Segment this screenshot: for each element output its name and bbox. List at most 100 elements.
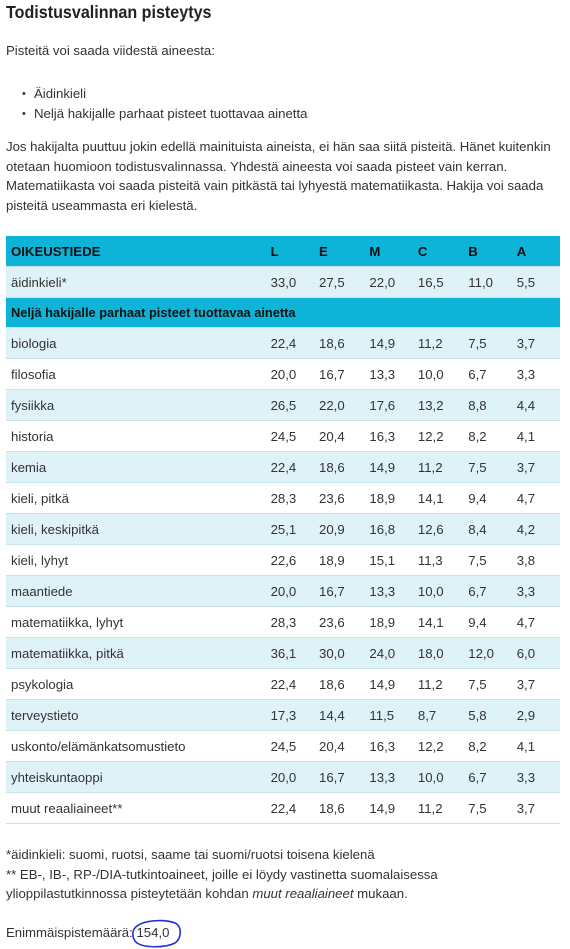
- table-cell: 11,5: [364, 699, 413, 731]
- table-cell: 16,7: [314, 358, 365, 390]
- table-cell: 16,7: [314, 575, 365, 607]
- table-cell-subject: maantiede: [6, 575, 266, 607]
- table-cell: 18,0: [412, 637, 464, 669]
- table-row: fysiikka 26,5 22,0 17,6 13,2 8,8 4,4: [6, 389, 560, 421]
- table-cell: 22,4: [265, 792, 315, 824]
- table-cell: 18,6: [314, 451, 365, 483]
- table-cell: 22,0: [364, 266, 413, 298]
- table-cell: 8,8: [463, 389, 512, 421]
- footnote-text: ** EB-, IB-, RP-/DIA-tutkintoaineet, joi…: [6, 866, 438, 902]
- table-cell: 13,3: [364, 358, 413, 390]
- table-cell-subject: biologia: [6, 327, 266, 359]
- table-cell: 3,7: [511, 668, 560, 700]
- table-cell: 11,2: [412, 327, 464, 359]
- table-row: kieli, keskipitkä 25,1 20,9 16,8 12,6 8,4 4,2: [6, 513, 560, 545]
- table-cell: 8,7: [412, 699, 464, 731]
- table-cell: 11,2: [412, 451, 464, 483]
- table-cell: 11,0: [463, 266, 512, 298]
- table-cell: 26,5: [265, 389, 315, 421]
- table-cell-subject: fysiikka: [6, 389, 266, 421]
- table-cell: 5,8: [463, 699, 512, 731]
- table-cell: 14,1: [412, 482, 464, 514]
- table-cell: 14,9: [364, 668, 413, 700]
- table-cell: 3,8: [511, 544, 560, 576]
- table-cell: 6,7: [463, 761, 512, 793]
- header-cell-grade: A: [511, 236, 560, 267]
- table-cell: 18,6: [314, 668, 365, 700]
- table-row: kieli, pitkä 28,3 23,6 18,9 14,1 9,4 4,7: [6, 482, 560, 514]
- table-cell: 9,4: [463, 606, 512, 638]
- table-row: yhteiskuntaoppi 20,0 16,7 13,3 10,0 6,7 3,3: [6, 761, 560, 793]
- explanation-text: Jos hakijalta puuttuu jokin edellä maini…: [6, 139, 551, 213]
- table-cell-subject: psykologia: [6, 668, 266, 700]
- table-row: matematiikka, pitkä 36,1 30,0 24,0 18,0 12,0 6…: [6, 637, 560, 669]
- table-cell: 4,1: [511, 730, 560, 762]
- table-row: biologia 22,4 18,6 14,9 11,2 7,5 3,7: [6, 327, 560, 359]
- table-row: psykologia 22,4 18,6 14,9 11,2 7,5 3,7: [6, 668, 560, 700]
- table-section-label: Neljä hakijalle parhaat pisteet tuottava…: [6, 297, 560, 328]
- max-points-value: 154,0: [136, 925, 170, 940]
- table-cell: 22,4: [265, 668, 315, 700]
- max-points-value-wrapper: 154,0: [132, 919, 182, 948]
- table-cell: 7,5: [463, 327, 512, 359]
- table-cell: 22,4: [265, 327, 315, 359]
- table-cell: 12,2: [412, 420, 464, 452]
- table-cell: 23,6: [314, 482, 365, 514]
- table-cell: 16,3: [364, 420, 413, 452]
- table-cell: 3,3: [511, 761, 560, 793]
- table-cell: 25,1: [265, 513, 315, 545]
- table-row-mother-tongue: äidinkieli* 33,0 27,5 22,0 16,5 11,0 5,5: [6, 266, 560, 298]
- table-cell: 28,3: [265, 482, 315, 514]
- max-points-label: Enimmäispistemäärä:: [6, 925, 137, 940]
- table-cell: 11,2: [412, 792, 464, 824]
- table-cell: 20,0: [265, 358, 315, 390]
- table-cell: 6,7: [463, 358, 512, 390]
- table-cell: 18,9: [364, 482, 413, 514]
- footnote-emphasis: muut reaaliaineet: [252, 886, 354, 901]
- table-cell: 36,1: [265, 637, 315, 669]
- table-cell: 3,7: [511, 792, 560, 824]
- table-cell: 10,0: [412, 761, 464, 793]
- table-row: uskonto/elämänkatsomustieto 24,5 20,4 16,3 1…: [6, 730, 560, 762]
- header-cell-grade: C: [412, 236, 464, 267]
- table-cell: 5,5: [511, 266, 560, 298]
- table-row: terveystieto 17,3 14,4 11,5 8,7 5,8 2,9: [6, 699, 560, 731]
- table-cell: 24,5: [265, 420, 315, 452]
- table-cell: 23,6: [314, 606, 365, 638]
- header-cell-grade: B: [463, 236, 512, 267]
- table-cell: 22,4: [265, 451, 315, 483]
- table-cell-subject: filosofia: [6, 358, 266, 390]
- table-cell: 24,0: [364, 637, 413, 669]
- header-cell-grade: M: [364, 236, 413, 267]
- table-cell: 15,1: [364, 544, 413, 576]
- table-cell: 4,1: [511, 420, 560, 452]
- table-cell-subject: historia: [6, 420, 266, 452]
- table-cell: 3,3: [511, 358, 560, 390]
- table-cell: 2,9: [511, 699, 560, 731]
- table-row: muut reaaliaineet** 22,4 18,6 14,9 11,2 7,5 3,…: [6, 792, 560, 824]
- scores-table: OIKEUSTIEDE L E M C B A äidinkieli* 33,0…: [6, 236, 560, 824]
- table-row: maantiede 20,0 16,7 13,3 10,0 6,7 3,3: [6, 575, 560, 607]
- header-cell-grade: E: [314, 236, 365, 267]
- table-cell: 8,2: [463, 730, 512, 762]
- table-cell: 13,2: [412, 389, 464, 421]
- table-cell: 12,2: [412, 730, 464, 762]
- table-cell: 12,6: [412, 513, 464, 545]
- table-cell-subject: matematiikka, pitkä: [6, 637, 266, 669]
- table-cell: 33,0: [265, 266, 315, 298]
- criteria-list: Äidinkieli Neljä hakijalle parhaat piste…: [22, 84, 307, 124]
- table-row: kemia 22,4 18,6 14,9 11,2 7,5 3,7: [6, 451, 560, 483]
- table-cell: 7,5: [463, 544, 512, 576]
- table-cell-subject: kieli, lyhyt: [6, 544, 266, 576]
- table-cell-subject: terveystieto: [6, 699, 266, 731]
- intro-text: Pisteitä voi saada viidestä aineesta:: [6, 43, 215, 58]
- max-points-line: Enimmäispistemäärä: 154,0: [6, 919, 182, 948]
- table-cell: 22,0: [314, 389, 365, 421]
- table-cell: 28,3: [265, 606, 315, 638]
- table-cell: 7,5: [463, 668, 512, 700]
- table-cell: 20,0: [265, 761, 315, 793]
- table-cell-subject: matematiikka, lyhyt: [6, 606, 266, 638]
- table-cell: 18,6: [314, 327, 365, 359]
- table-cell: 14,9: [364, 792, 413, 824]
- table-cell: 17,3: [265, 699, 315, 731]
